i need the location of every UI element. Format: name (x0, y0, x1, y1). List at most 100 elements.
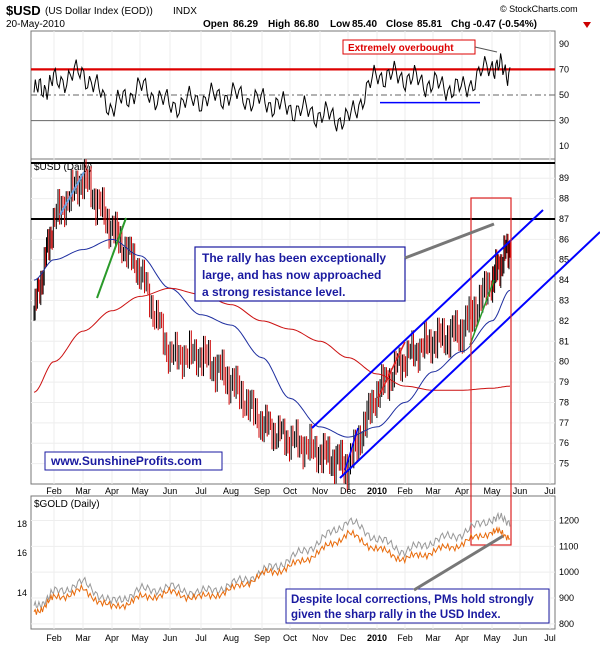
x-tick-label-gold: Sep (254, 633, 270, 643)
gold-series-line (33, 511, 511, 611)
moving-average-short (33, 238, 511, 438)
chg-label: Chg (451, 19, 470, 30)
gold-right-tick-label: 1000 (559, 567, 579, 577)
price-tick-label: 87 (559, 214, 569, 224)
gold-note: Despite local corrections, PMs hold stro… (291, 594, 537, 621)
price-layer (31, 159, 600, 546)
x-tick-label-price: Nov (312, 486, 329, 496)
overbought-pointer (474, 46, 498, 53)
gold-panel-title: $GOLD (Daily) (34, 499, 100, 510)
x-tick-label-gold: Jun (163, 633, 178, 643)
trend-line-light-blue (59, 171, 85, 216)
rally-note: The rally has been exceptionally large, … (202, 251, 389, 299)
price-tick-label: 84 (559, 275, 569, 285)
description: (US Dollar Index (EOD)) (45, 6, 153, 17)
gold-right-tick-label: 1100 (559, 541, 578, 551)
website-link: www.SunshineProfits.com (50, 454, 202, 468)
price-tick-label: 81 (559, 336, 569, 346)
gold-right-tick-label: 800 (559, 619, 574, 629)
high-label: High (268, 19, 290, 30)
price-tick-label: 77 (559, 418, 569, 428)
open-label: Open (203, 19, 229, 30)
rsi-tick-label: 50 (559, 90, 569, 100)
price-tick-label: 78 (559, 397, 569, 407)
gold-note-box (285, 588, 550, 624)
gold-ticks: 800 900 1000 1100 1200 14 16 18 (17, 516, 579, 629)
annotations: Extremely overbought The rally has been … (44, 39, 550, 624)
date: 20-May-2010 (6, 19, 65, 30)
symbol: $USD (6, 3, 41, 18)
x-tick-label-gold: Jul (195, 633, 207, 643)
x-tick-label-price: May (483, 486, 501, 496)
rsi-line (33, 53, 511, 132)
rally-note-box (194, 246, 406, 302)
trend-line-red (377, 341, 406, 399)
rsi-tick-label: 70 (559, 64, 569, 74)
x-axis-labels-gold: Feb Mar Apr May Jun Jul Aug Sep Oct Nov Dec 2010 Feb… (46, 633, 556, 643)
price-tick-label: 75 (559, 459, 569, 469)
x-tick-label-gold: Dec (340, 633, 357, 643)
trend-line-green-2 (469, 279, 495, 346)
chg-value: -0.47 (-0.54%) (473, 19, 537, 30)
x-tick-label-price: Feb (397, 486, 413, 496)
x-tick-label-price: Oct (283, 486, 298, 496)
gold-left-tick-label: 14 (17, 588, 27, 598)
price-tick-label: 79 (559, 377, 569, 387)
price-tick-label: 89 (559, 173, 569, 183)
rsi-layer (31, 53, 555, 132)
x-tick-label-price: 2010 (367, 486, 387, 496)
price-tick-label: 88 (559, 194, 569, 204)
x-tick-label-gold: Apr (105, 633, 119, 643)
x-tick-label-gold: May (483, 633, 501, 643)
moving-average-long (33, 287, 511, 393)
x-tick-label-price: Aug (223, 486, 239, 496)
trend-line-green (96, 217, 127, 299)
x-tick-label-price: Feb (46, 486, 62, 496)
price-ticks: 75 76 77 78 79 80 81 82 83 84 85 86 87 88 89 (559, 173, 569, 468)
x-tick-label-gold: Jun (513, 633, 528, 643)
gold-pointer (413, 534, 504, 592)
x-tick-label-price: Jun (163, 486, 178, 496)
price-tick-label: 76 (559, 438, 569, 448)
x-tick-label-gold: Nov (312, 633, 329, 643)
website-box (44, 451, 223, 471)
x-tick-label-gold: Feb (397, 633, 413, 643)
channel-upper-line (311, 209, 544, 429)
x-tick-label-price: Apr (455, 486, 469, 496)
x-tick-label-price: Dec (340, 486, 357, 496)
x-tick-label-gold: Aug (223, 633, 239, 643)
x-tick-label-gold: Jul (544, 633, 556, 643)
x-tick-label-price: Jul (195, 486, 207, 496)
channel-lower-line (339, 231, 600, 479)
x-tick-label-price: Jul (544, 486, 556, 496)
gold-left-tick-label: 18 (17, 519, 27, 529)
x-tick-label-price: Apr (105, 486, 119, 496)
price-tick-label: 80 (559, 357, 569, 367)
rsi-ticks: 10 30 50 70 90 (559, 39, 569, 151)
x-tick-label-gold: Feb (46, 633, 62, 643)
x-axis-labels-price: Feb Mar Apr May Jun Jul Aug Sep Oct Nov Dec 2010 Feb… (46, 486, 556, 496)
x-tick-label-gold: Mar (75, 633, 91, 643)
low-label: Low (330, 19, 350, 30)
gold-left-tick-label: 16 (17, 548, 27, 558)
high-value: 86.80 (294, 19, 319, 30)
silver-series-line (33, 526, 511, 615)
low-value: 85.40 (352, 19, 377, 30)
x-tick-label-price: Sep (254, 486, 270, 496)
price-tick-label: 86 (559, 234, 569, 244)
open-value: 86.29 (233, 19, 258, 30)
channel-left-segment (344, 427, 359, 471)
x-tick-label-gold: Mar (425, 633, 441, 643)
price-tick-label: 82 (559, 316, 569, 326)
close-label: Close (386, 19, 414, 30)
x-tick-label-price: Mar (75, 486, 91, 496)
x-tick-label-gold: May (131, 633, 149, 643)
x-tick-label-gold: 2010 (367, 633, 387, 643)
x-tick-label-gold: Oct (283, 633, 298, 643)
down-arrow-icon (583, 22, 591, 28)
gold-layer (33, 511, 511, 615)
x-tick-label-price: Jun (513, 486, 528, 496)
gold-right-tick-label: 1200 (559, 516, 579, 526)
overbought-label: Extremely overbought (348, 43, 454, 54)
